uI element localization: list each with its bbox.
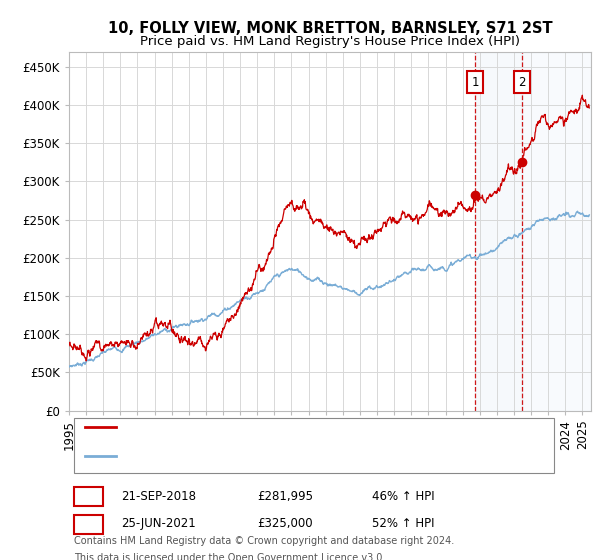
Text: Price paid vs. HM Land Registry's House Price Index (HPI): Price paid vs. HM Land Registry's House … <box>140 35 520 48</box>
Text: £281,995: £281,995 <box>257 490 313 503</box>
Text: Contains HM Land Registry data © Crown copyright and database right 2024.: Contains HM Land Registry data © Crown c… <box>74 536 454 546</box>
Text: 10, FOLLY VIEW, MONK BRETTON, BARNSLEY, S71 2ST: 10, FOLLY VIEW, MONK BRETTON, BARNSLEY, … <box>107 21 553 36</box>
Text: HPI: Average price, detached house, Barnsley: HPI: Average price, detached house, Barn… <box>127 450 396 464</box>
Text: 1: 1 <box>85 490 92 503</box>
Text: 46% ↑ HPI: 46% ↑ HPI <box>372 490 434 503</box>
Bar <box>475 52 522 410</box>
Text: 10, FOLLY VIEW, MONK BRETTON, BARNSLEY, S71 2ST (detached house): 10, FOLLY VIEW, MONK BRETTON, BARNSLEY, … <box>127 422 553 435</box>
Text: This data is licensed under the Open Government Licence v3.0.: This data is licensed under the Open Gov… <box>74 553 386 560</box>
Text: 21-SEP-2018: 21-SEP-2018 <box>121 490 196 503</box>
Text: 2: 2 <box>85 517 92 530</box>
FancyBboxPatch shape <box>74 418 554 473</box>
Text: 52% ↑ HPI: 52% ↑ HPI <box>372 517 434 530</box>
Text: 1: 1 <box>471 76 479 88</box>
Text: 25-JUN-2021: 25-JUN-2021 <box>121 517 196 530</box>
Bar <box>522 52 591 410</box>
FancyBboxPatch shape <box>74 487 103 506</box>
Text: £325,000: £325,000 <box>257 517 313 530</box>
FancyBboxPatch shape <box>74 515 103 534</box>
Text: 2: 2 <box>518 76 526 88</box>
